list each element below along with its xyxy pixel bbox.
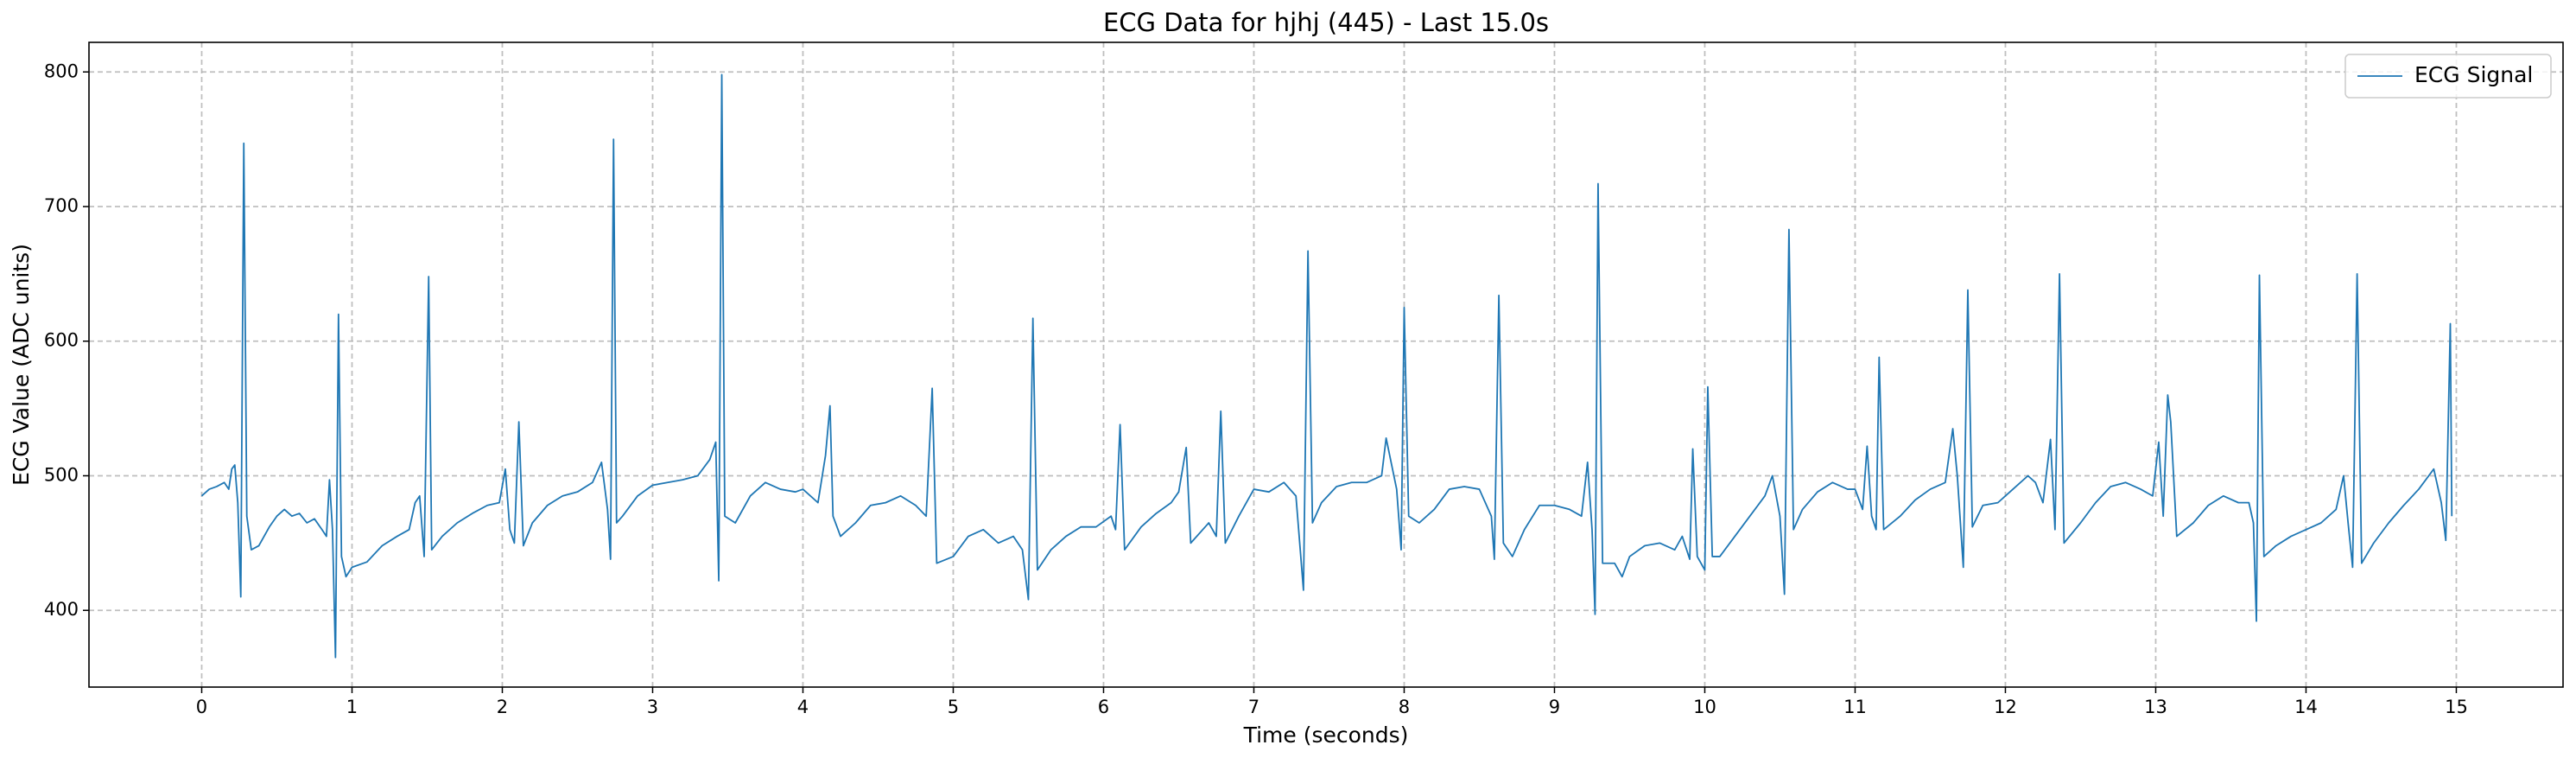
x-tick-label: 11 [1843, 697, 1867, 717]
y-tick-label: 400 [44, 599, 79, 620]
x-tick-label: 13 [2144, 697, 2167, 717]
x-tick-label: 12 [1994, 697, 2017, 717]
x-tick-label: 3 [647, 697, 658, 717]
y-tick-label: 700 [44, 195, 79, 216]
y-tick-label: 500 [44, 464, 79, 485]
x-axis-label: Time (seconds) [1243, 723, 1409, 748]
x-tick-label: 5 [948, 697, 959, 717]
legend-box [2344, 54, 2552, 99]
y-tick-label: 600 [44, 330, 79, 351]
x-tick-label: 2 [497, 697, 508, 717]
x-tick-label: 9 [1549, 697, 1560, 717]
y-tick-label: 800 [44, 60, 79, 81]
ecg-line [200, 73, 2453, 659]
x-tick-label: 15 [2445, 697, 2468, 717]
x-tick-label: 8 [1399, 697, 1410, 717]
x-tick-label: 4 [797, 697, 809, 717]
x-tick-label: 0 [196, 697, 207, 717]
chart-title: ECG Data for hjhj (445) - Last 15.0s [1103, 8, 1549, 37]
x-tick-label: 14 [2294, 697, 2318, 717]
plot-frame [88, 41, 2564, 688]
y-axis-label: ECG Value (ADC units) [9, 244, 34, 486]
x-tick-label: 6 [1098, 697, 1109, 717]
x-tick-label: 1 [346, 697, 358, 717]
x-tick-label: 7 [1248, 697, 1259, 717]
x-tick-label: 10 [1693, 697, 1716, 717]
legend-label: ECG Signal [2414, 62, 2533, 87]
